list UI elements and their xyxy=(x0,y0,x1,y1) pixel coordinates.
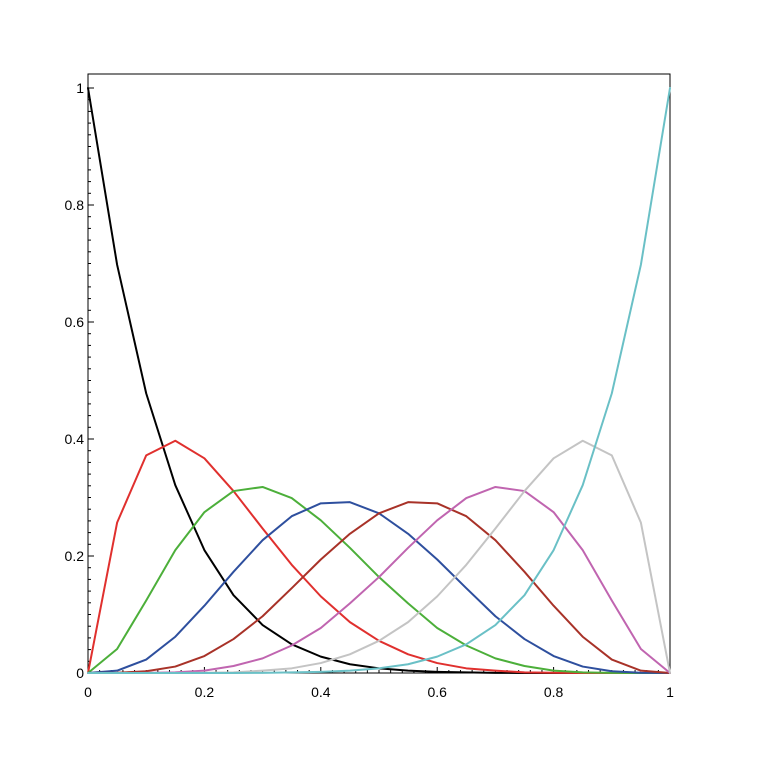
series-line-3 xyxy=(87,485,671,674)
y-tick-label: 0.4 xyxy=(65,431,85,447)
y-tick-label: 0.8 xyxy=(65,197,85,213)
y-axis-ticks: 0 0.2 0.4 0.6 0.8 1 xyxy=(65,80,94,681)
plot-frame xyxy=(87,73,671,674)
y-tick-label: 0.6 xyxy=(65,314,85,330)
series-line-5 xyxy=(87,501,671,674)
series-line-6 xyxy=(87,485,671,674)
series-line-4 xyxy=(87,501,671,674)
x-tick-label: 0.8 xyxy=(544,684,564,700)
series-line-7 xyxy=(87,439,671,674)
y-tick-label: 0 xyxy=(76,665,84,681)
x-tick-label: 0 xyxy=(84,684,92,700)
x-tick-label: 0.4 xyxy=(311,684,331,700)
series-line-2 xyxy=(87,439,671,674)
series-line-8 xyxy=(87,87,671,674)
x-tick-label: 0.2 xyxy=(195,684,215,700)
y-tick-label: 1 xyxy=(76,80,84,96)
x-tick-label: 1 xyxy=(666,684,674,700)
series-lines xyxy=(87,87,671,674)
x-tick-label: 0.6 xyxy=(427,684,447,700)
series-line-1 xyxy=(87,87,671,674)
y-tick-label: 0.2 xyxy=(65,548,85,564)
